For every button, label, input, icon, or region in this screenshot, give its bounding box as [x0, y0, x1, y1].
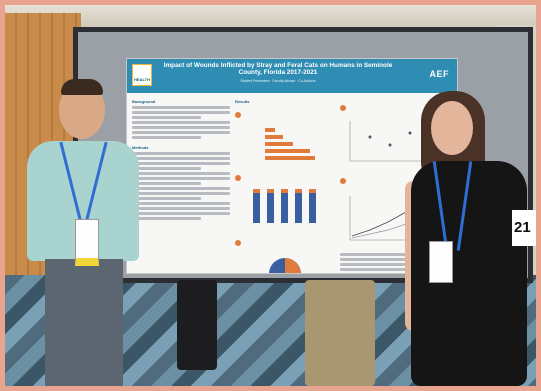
figure-marker-icon [340, 104, 346, 111]
poster-column-left: Background Methods [132, 99, 230, 269]
poster-board: HEALTH Impact of Wounds Inflicted by Str… [73, 27, 533, 283]
figure-marker-icon [235, 111, 241, 118]
name-badge [429, 241, 453, 283]
pie-figure [269, 258, 301, 273]
research-poster: HEALTH Impact of Wounds Inflicted by Str… [126, 58, 458, 274]
background-legs [305, 280, 375, 386]
left-presenter-hair [61, 79, 103, 95]
booth-number-sign: 21 [512, 210, 536, 246]
background-legs [177, 280, 217, 370]
figure-marker-icon [340, 177, 346, 184]
poster-column-middle: Results [235, 99, 335, 273]
aef-logo: AEF [429, 69, 449, 79]
right-presenter [401, 91, 531, 386]
left-presenter-pants [45, 259, 123, 386]
stacked-bar-figure [253, 189, 316, 223]
photo-scene: HEALTH Impact of Wounds Inflicted by Str… [5, 5, 536, 386]
left-presenter [17, 75, 147, 386]
poster-authors: Student Presenters · Faculty Advisor · C… [240, 79, 316, 83]
horizontal-bar-figure [265, 128, 315, 160]
name-badge [75, 219, 99, 266]
health-logo: HEALTH [132, 64, 152, 86]
figure-marker-icon [235, 174, 241, 181]
section-heading: Methods [132, 145, 149, 150]
section-heading: Results [235, 99, 250, 104]
figure-marker-icon [235, 239, 241, 246]
poster-title: Impact of Wounds Inflicted by Stray and … [163, 62, 393, 77]
booth-number: 21 [514, 219, 531, 236]
poster-header: HEALTH Impact of Wounds Inflicted by Str… [127, 59, 457, 93]
section-heading: Background [132, 99, 156, 104]
right-presenter-head [431, 101, 473, 155]
